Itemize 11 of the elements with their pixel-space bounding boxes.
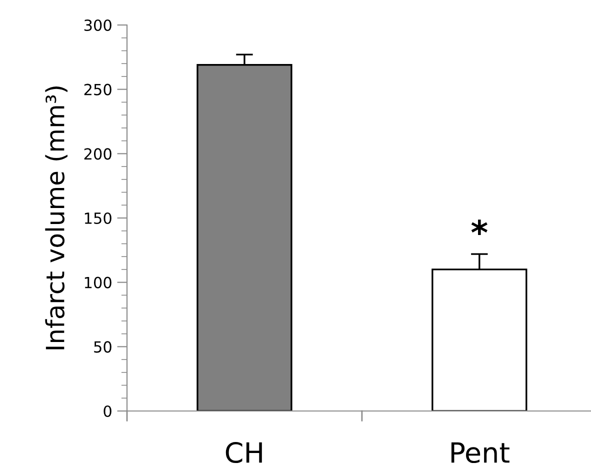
y-tick-label: 150 — [84, 212, 112, 224]
y-tick-label: 50 — [94, 341, 112, 353]
annotation: * — [471, 220, 488, 236]
y-tick-label: 300 — [84, 19, 112, 32]
y-axis-title: Infarct volume (mm³) — [45, 86, 68, 350]
y-tick-label: 0 — [104, 405, 112, 418]
x-tick-label: CH — [226, 442, 262, 464]
y-tick-label: 100 — [84, 276, 112, 288]
x-tick-label: Pent — [451, 442, 510, 464]
y-tick-label: 200 — [84, 148, 112, 160]
y-tick-label: 250 — [84, 84, 112, 96]
